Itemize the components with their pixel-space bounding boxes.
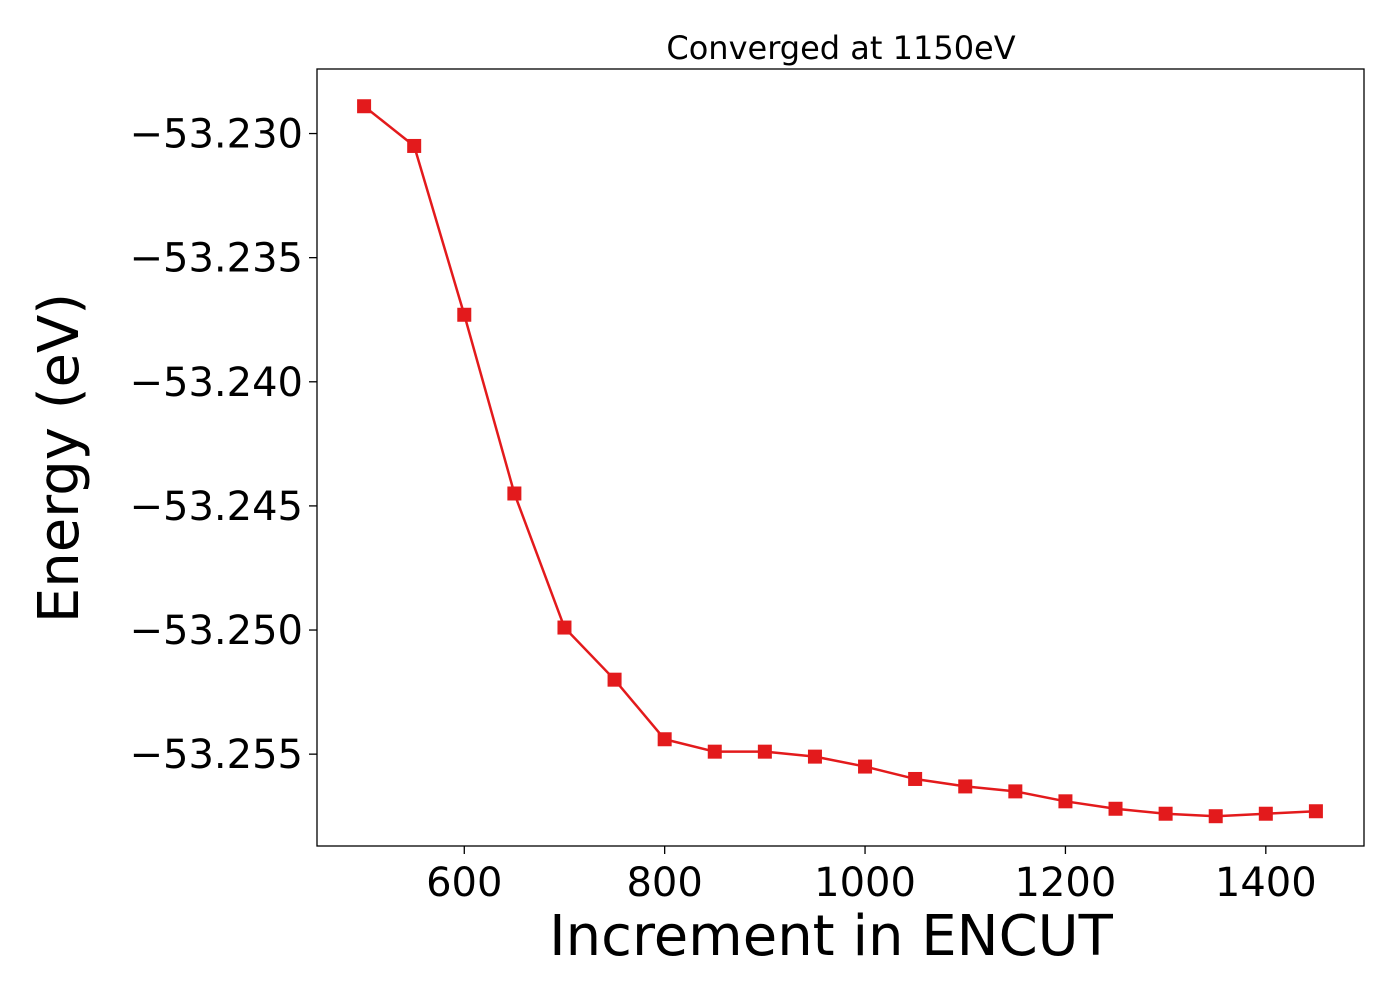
x-tick-label: 800 [626, 860, 702, 906]
data-point [1208, 809, 1223, 824]
data-point [407, 138, 422, 153]
y-tick-label: −53.235 [130, 236, 303, 282]
data-point [908, 771, 923, 786]
data-point [958, 779, 973, 794]
x-tick-label: 1200 [1015, 860, 1117, 906]
data-point [607, 672, 622, 687]
data-point [757, 744, 772, 759]
x-tick-label: 1400 [1215, 860, 1317, 906]
data-point [858, 759, 873, 774]
data-point [557, 620, 572, 635]
x-axis-ticks: 600 800 1000 1200 1400 [426, 846, 1317, 906]
data-point [457, 307, 472, 322]
data-point [507, 486, 522, 501]
series-line [363, 105, 1316, 818]
y-axis-title: Energy (eV) [27, 293, 92, 623]
y-tick-label: −53.255 [130, 732, 303, 778]
plot-frame [316, 68, 1365, 847]
y-tick-label: −53.245 [130, 484, 303, 530]
data-point [707, 744, 722, 759]
x-tick-label: 1000 [814, 860, 916, 906]
data-point [1108, 801, 1123, 816]
data-point [1308, 804, 1323, 819]
data-point [1258, 806, 1273, 821]
y-tick-label: −53.230 [130, 112, 303, 158]
data-point [357, 99, 372, 114]
chart-title: Converged at 1150eV [666, 29, 1015, 67]
data-point [807, 749, 822, 764]
plot-area [316, 68, 1365, 847]
data-point [1008, 784, 1023, 799]
data-point [657, 732, 672, 747]
x-tick-label: 600 [426, 860, 502, 906]
x-axis-title: Increment in ENCUT [549, 904, 1114, 969]
series-layer [357, 99, 1323, 824]
y-axis-ticks: −53.230 −53.235 −53.240 −53.245 −53.250 −53.2… [130, 112, 317, 778]
y-tick-label: −53.240 [130, 360, 303, 406]
data-point [1058, 794, 1073, 809]
y-tick-label: −53.250 [130, 608, 303, 654]
data-point [1158, 806, 1173, 821]
